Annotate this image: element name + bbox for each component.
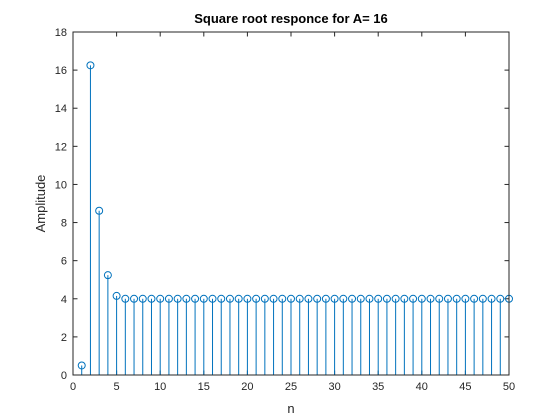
stem-marker <box>339 294 348 303</box>
stem-marker <box>103 271 112 280</box>
axes-box <box>72 31 510 376</box>
stem-marker <box>478 294 487 303</box>
y-tick-label: 18 <box>55 27 67 39</box>
stem-marker <box>95 206 104 215</box>
stem-marker <box>147 294 156 303</box>
plot-area: 0 5 10 15 20 25 30 35 40 45 50 0 2 4 6 8 10 12 14 16 18 <box>55 27 515 393</box>
x-tick-label: 5 <box>114 381 120 393</box>
stem-marker <box>243 294 252 303</box>
stem-marker <box>164 294 173 303</box>
stem-marker <box>260 294 269 303</box>
stem-marker <box>234 294 243 303</box>
x-tick-label: 35 <box>372 381 384 393</box>
x-tick-label: 50 <box>503 381 515 393</box>
stem-marker <box>156 294 165 303</box>
stem-marker <box>461 294 470 303</box>
stem-marker <box>77 361 86 370</box>
stem-marker <box>330 294 339 303</box>
stem-marker <box>252 294 261 303</box>
stem-marker <box>435 294 444 303</box>
x-tick-label: 15 <box>198 381 210 393</box>
stem-marker <box>121 294 130 303</box>
y-tick-label: 16 <box>55 65 67 77</box>
stem-marker <box>86 61 95 70</box>
x-axis-label: n <box>287 401 294 416</box>
stem-marker <box>365 294 374 303</box>
y-tick-label: 14 <box>55 103 67 115</box>
stem-marker <box>452 294 461 303</box>
stem-marker <box>191 294 200 303</box>
axis-ticks: 0 5 10 15 20 25 30 35 40 45 50 0 2 4 6 8 10 12 14 16 18 <box>55 27 515 393</box>
stem-marker <box>496 294 505 303</box>
stem-marker <box>374 294 383 303</box>
stem-marker <box>269 294 278 303</box>
stem-marker <box>199 294 208 303</box>
stem-marker <box>182 294 191 303</box>
stem-marker <box>356 294 365 303</box>
stem-marker <box>443 294 452 303</box>
x-tick-label: 40 <box>416 381 428 393</box>
stem-marker <box>321 294 330 303</box>
chart-title: Square root responce for A= 16 <box>194 11 388 26</box>
stem-marker <box>409 294 418 303</box>
stem-marker <box>287 294 295 303</box>
x-tick-label: 10 <box>154 381 166 393</box>
stem-marker <box>417 294 426 303</box>
y-axis-label: Amplitude <box>33 175 48 233</box>
y-tick-label: 6 <box>61 256 67 268</box>
stem-marker <box>348 294 357 303</box>
y-tick-label: 12 <box>55 141 67 153</box>
stem-marker <box>208 294 217 303</box>
x-tick-label: 45 <box>459 381 471 393</box>
y-tick-label: 2 <box>61 332 67 344</box>
y-tick-label: 0 <box>61 370 67 382</box>
stem-marker <box>278 294 287 303</box>
stem-marker <box>382 294 391 303</box>
x-tick-label: 30 <box>328 381 340 393</box>
stem-marker <box>400 294 409 303</box>
stem-marker <box>304 294 313 303</box>
stem-series <box>77 61 513 375</box>
y-tick-label: 8 <box>61 218 67 230</box>
stem-marker <box>487 294 496 303</box>
x-tick-label: 25 <box>285 381 297 393</box>
stem-marker <box>391 294 400 303</box>
stem-marker <box>313 294 322 303</box>
stem-marker <box>173 294 182 303</box>
stem-marker <box>130 294 139 303</box>
stem-marker <box>225 294 234 303</box>
stem-marker <box>217 294 226 303</box>
y-tick-label: 10 <box>55 179 67 191</box>
x-tick-label: 0 <box>70 381 76 393</box>
stem-marker <box>295 294 304 303</box>
y-tick-label: 4 <box>61 294 67 306</box>
stem-marker <box>426 294 435 303</box>
stem-marker <box>112 291 121 300</box>
stem-marker <box>138 294 147 303</box>
stem-marker <box>470 294 479 303</box>
x-tick-label: 20 <box>241 381 253 393</box>
